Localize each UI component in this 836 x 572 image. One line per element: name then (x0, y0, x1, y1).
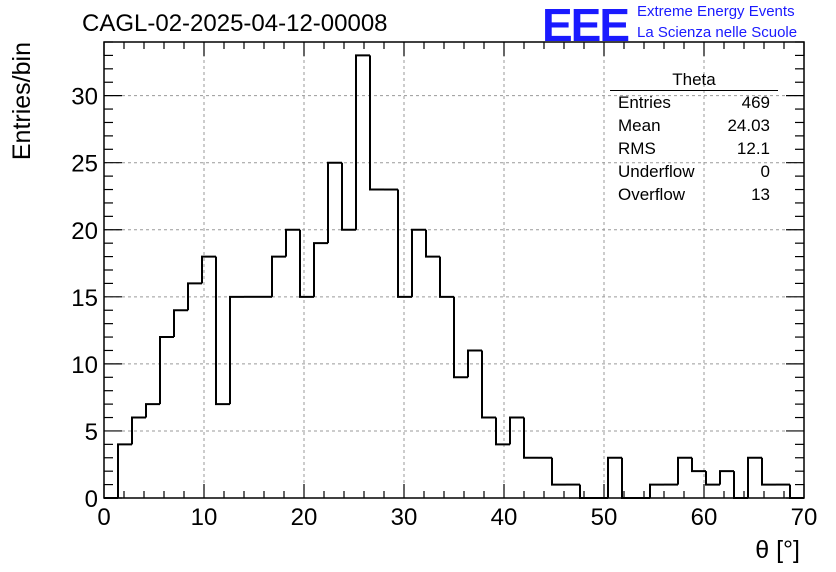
x-tick-label: 60 (691, 504, 718, 531)
x-tick-label: 30 (391, 504, 418, 531)
stats-box: Theta Entries 469 Mean 24.03 RMS 12.1 Un… (610, 70, 778, 206)
stats-label: RMS (618, 139, 656, 158)
y-axis-label: Entries/bin (8, 42, 36, 160)
histogram-bin (117, 443, 132, 498)
histogram-bin (285, 228, 300, 257)
histogram-bin (145, 403, 160, 418)
histogram-bin (691, 457, 706, 473)
histogram-bin (705, 471, 720, 486)
histogram-bin (355, 54, 370, 230)
stats-row-entries: Entries 469 (610, 91, 778, 114)
stats-box-title: Theta (610, 70, 778, 91)
tick-labels: 0 10 20 30 40 50 60 70 0 5 10 15 20 25 30 (71, 84, 817, 531)
run-title: CAGL-02-2025-04-12-00008 (82, 10, 388, 37)
stats-row-underflow: Underflow 0 (610, 160, 778, 183)
x-tick-label: 0 (97, 504, 110, 531)
stats-value: 469 (741, 93, 770, 112)
histogram-bin (229, 295, 244, 405)
histogram-bin (677, 456, 692, 485)
x-tick-label: 70 (791, 504, 818, 531)
histogram-bin (397, 189, 412, 298)
y-tick-label: 0 (85, 486, 98, 513)
y-tick-label: 5 (85, 419, 98, 446)
stats-value: 13 (751, 185, 770, 204)
histogram-bin (481, 350, 496, 419)
histogram-bin (649, 483, 664, 498)
x-axis-label: θ [°] (755, 536, 800, 564)
histogram-bin (341, 162, 356, 231)
histogram-bars (104, 54, 804, 499)
stats-label: Underflow (618, 162, 695, 181)
stats-row-rms: RMS 12.1 (610, 137, 778, 160)
histogram-bin (453, 296, 468, 379)
histogram-bin (747, 456, 762, 498)
plot-frame (103, 41, 805, 499)
x-tick-label: 40 (491, 504, 518, 531)
histogram-bin (369, 55, 384, 191)
histogram-bin (201, 255, 216, 284)
y-tick-label: 20 (71, 218, 98, 245)
histogram-bin (439, 256, 454, 298)
histogram-bin (789, 484, 804, 499)
histogram-bin (761, 457, 776, 486)
histogram-bin (733, 471, 748, 499)
histogram-bin (579, 484, 594, 499)
histogram-bin (509, 416, 524, 445)
y-tick-label: 10 (71, 352, 98, 379)
histogram-bin (215, 256, 230, 406)
x-tick-label: 20 (291, 504, 318, 531)
histogram-bin (173, 309, 188, 338)
logo-tagline-1: Extreme Energy Events (637, 3, 795, 20)
histogram-bin (495, 417, 510, 446)
histogram-bin (467, 349, 482, 378)
histogram-bin (425, 229, 440, 258)
stats-label: Mean (618, 116, 661, 135)
stats-label: Overflow (618, 185, 686, 204)
eee-logo: EEE (542, 0, 630, 51)
histogram-bin (327, 161, 342, 244)
y-tick-label: 15 (71, 285, 98, 312)
histogram-bin (411, 228, 426, 297)
y-tick-label: 25 (71, 151, 98, 178)
stats-value: 12.1 (736, 139, 770, 158)
logo-tagline-2: La Scienza nelle Scuole (637, 24, 798, 41)
stats-row-overflow: Overflow 13 (610, 183, 778, 206)
x-tick-label: 50 (591, 504, 618, 531)
histogram-bin (607, 456, 622, 498)
histogram-bin (299, 229, 314, 298)
x-tick-label: 10 (191, 504, 218, 531)
stats-label: Entries (618, 93, 671, 112)
histogram-bin (523, 417, 538, 459)
histogram-bin (313, 242, 328, 297)
stats-value: 24.03 (727, 116, 770, 135)
stats-row-mean: Mean 24.03 (610, 114, 778, 137)
y-tick-label: 30 (71, 84, 98, 111)
stats-value: 0 (760, 162, 770, 181)
histogram-bin (131, 416, 146, 445)
histogram-bin (271, 255, 286, 297)
histogram-bin (551, 457, 566, 486)
histogram-bin (187, 282, 202, 311)
histogram-bin (719, 470, 734, 485)
histogram-bin (159, 336, 174, 405)
